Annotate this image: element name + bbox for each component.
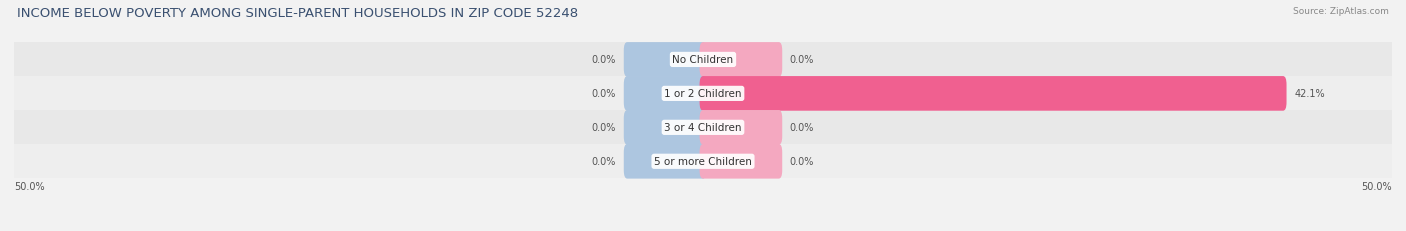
- FancyBboxPatch shape: [624, 111, 706, 145]
- Bar: [14, 145, 1392, 179]
- Text: 0.0%: 0.0%: [592, 89, 616, 99]
- FancyBboxPatch shape: [700, 77, 1286, 111]
- Text: 0.0%: 0.0%: [790, 123, 814, 133]
- Bar: [14, 43, 1392, 77]
- Text: Source: ZipAtlas.com: Source: ZipAtlas.com: [1294, 7, 1389, 16]
- Legend: Single Father, Single Mother: Single Father, Single Mother: [616, 230, 790, 231]
- FancyBboxPatch shape: [624, 43, 706, 77]
- FancyBboxPatch shape: [624, 144, 706, 179]
- FancyBboxPatch shape: [624, 77, 706, 111]
- Text: 0.0%: 0.0%: [790, 157, 814, 167]
- Text: No Children: No Children: [672, 55, 734, 65]
- Text: 0.0%: 0.0%: [790, 55, 814, 65]
- Bar: [14, 77, 1392, 111]
- Text: 1 or 2 Children: 1 or 2 Children: [664, 89, 742, 99]
- FancyBboxPatch shape: [700, 111, 782, 145]
- Text: 0.0%: 0.0%: [592, 123, 616, 133]
- Text: INCOME BELOW POVERTY AMONG SINGLE-PARENT HOUSEHOLDS IN ZIP CODE 52248: INCOME BELOW POVERTY AMONG SINGLE-PARENT…: [17, 7, 578, 20]
- Text: 3 or 4 Children: 3 or 4 Children: [664, 123, 742, 133]
- Text: 0.0%: 0.0%: [592, 55, 616, 65]
- Text: 50.0%: 50.0%: [1361, 181, 1392, 191]
- FancyBboxPatch shape: [700, 43, 782, 77]
- Text: 50.0%: 50.0%: [14, 181, 45, 191]
- Text: 5 or more Children: 5 or more Children: [654, 157, 752, 167]
- Text: 0.0%: 0.0%: [592, 157, 616, 167]
- FancyBboxPatch shape: [700, 144, 782, 179]
- Bar: [14, 111, 1392, 145]
- Text: 42.1%: 42.1%: [1294, 89, 1324, 99]
